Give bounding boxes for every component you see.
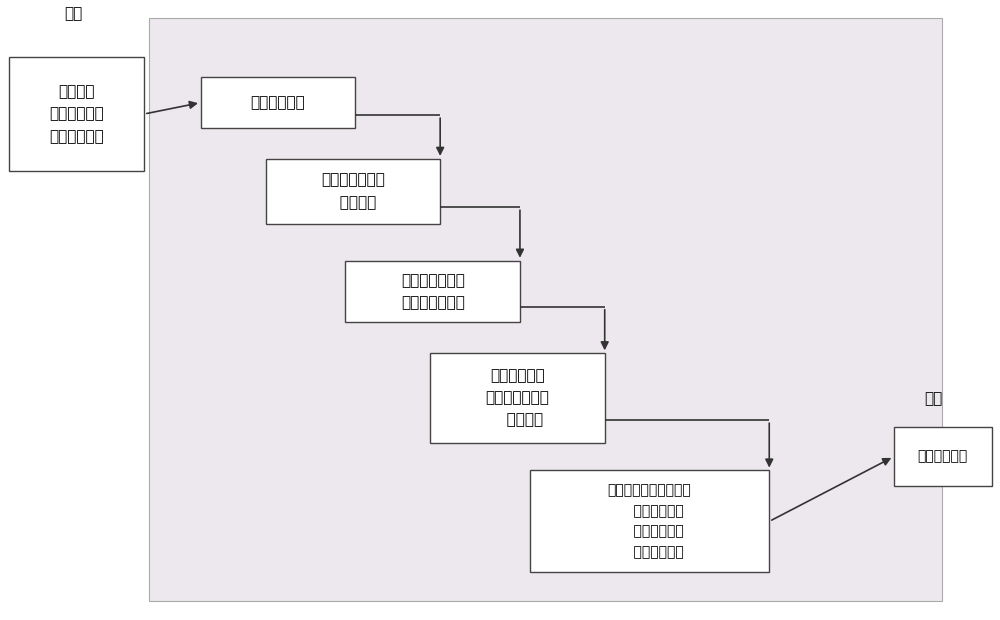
Text: 输出: 输出: [925, 391, 943, 405]
Bar: [266, 159, 440, 224]
Text: 任务需求
通信载荷约束
遥感载荷约束: 任务需求 通信载荷约束 遥感载荷约束: [49, 84, 104, 144]
Text: 输入: 输入: [64, 6, 82, 21]
Bar: [430, 353, 605, 443]
Text: 确定通信、遥
感、导航载荷的
   部署方案: 确定通信、遥 感、导航载荷的 部署方案: [486, 368, 549, 428]
Bar: [894, 427, 992, 486]
Text: 星座性能指标分析验证
    通信性能验证
    遥感性能验证
    导航增强分析: 星座性能指标分析验证 通信性能验证 遥感性能验证 导航增强分析: [608, 484, 691, 559]
Text: 确定卫星数目、
轨道高度、倾角: 确定卫星数目、 轨道高度、倾角: [401, 273, 465, 310]
Text: 星座设计方案: 星座设计方案: [918, 450, 968, 464]
Bar: [201, 78, 355, 128]
Bar: [530, 471, 769, 572]
Bar: [149, 18, 942, 601]
Text: 确定轨道类型与
  星座类型: 确定轨道类型与 星座类型: [321, 172, 385, 210]
Bar: [345, 260, 520, 322]
Bar: [9, 57, 144, 171]
Text: 星座规模预估: 星座规模预估: [251, 95, 305, 110]
